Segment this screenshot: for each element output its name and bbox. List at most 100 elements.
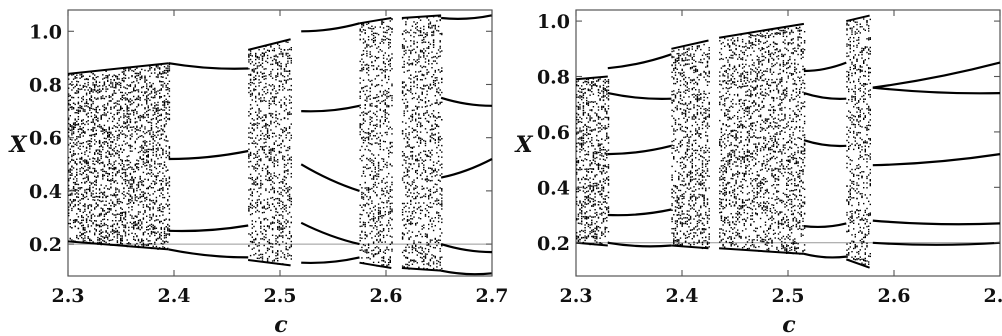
band-point	[131, 133, 133, 135]
band-point	[100, 118, 102, 120]
band-point	[157, 219, 159, 221]
band-point	[157, 163, 159, 165]
band-point	[282, 129, 284, 131]
band-point	[133, 168, 135, 171]
band-point	[428, 223, 430, 226]
band-point	[82, 142, 84, 144]
band-point	[415, 202, 417, 204]
band-point	[129, 121, 132, 124]
band-point	[89, 185, 91, 187]
band-point	[361, 175, 363, 177]
band-point	[90, 88, 93, 90]
band-point	[288, 158, 291, 161]
band-point	[139, 224, 141, 226]
band-point	[118, 89, 120, 91]
band-point	[162, 214, 164, 216]
band-point	[136, 216, 138, 218]
band-point	[263, 48, 265, 50]
band-point	[421, 257, 423, 259]
band-point	[157, 175, 159, 177]
band-point	[92, 167, 94, 170]
band-point	[401, 164, 404, 166]
band-point	[265, 82, 267, 85]
band-point	[256, 233, 259, 236]
band-point	[405, 246, 407, 249]
band-point	[377, 143, 380, 145]
band-point	[410, 184, 412, 187]
band-point	[157, 65, 159, 67]
band-point	[137, 82, 140, 84]
band-point	[359, 114, 361, 117]
band-point	[133, 81, 135, 83]
band-point	[251, 165, 253, 167]
band-point	[411, 62, 414, 65]
band-point	[136, 67, 138, 69]
band-point	[81, 216, 83, 218]
band-point	[401, 265, 404, 267]
band-point	[426, 71, 428, 74]
band-point	[162, 246, 164, 248]
band-point	[142, 218, 145, 220]
band-point	[68, 194, 70, 196]
band-point	[288, 211, 291, 214]
band-point	[429, 193, 432, 196]
band-point	[406, 105, 409, 107]
band-point	[263, 55, 265, 57]
band-point	[84, 160, 86, 162]
band-point	[251, 124, 253, 126]
band-point	[87, 140, 89, 142]
band-point	[142, 195, 145, 197]
band-point	[118, 213, 120, 215]
band-point	[123, 166, 125, 168]
band-point	[71, 169, 73, 171]
band-point	[288, 95, 291, 97]
band-point	[361, 31, 363, 33]
band-point	[366, 23, 368, 25]
band-point	[81, 158, 83, 160]
band-point	[137, 96, 140, 98]
band-point	[270, 121, 272, 123]
band-point	[372, 219, 375, 221]
band-point	[165, 67, 167, 69]
band-point	[129, 161, 132, 164]
band-point	[136, 159, 138, 161]
band-point	[361, 237, 363, 239]
band-point	[155, 148, 158, 150]
band-point	[436, 198, 438, 200]
band-point	[283, 102, 286, 104]
band-point	[107, 111, 109, 113]
band-point	[278, 199, 281, 202]
band-point	[367, 221, 370, 224]
band-point	[71, 139, 73, 141]
band-point	[87, 161, 89, 163]
band-point	[121, 167, 123, 169]
band-point	[68, 188, 70, 190]
band-point	[288, 146, 291, 148]
band-point	[144, 210, 146, 212]
band-point	[94, 97, 96, 99]
band-point	[116, 134, 119, 137]
band-point	[136, 163, 138, 165]
band-point	[95, 206, 97, 208]
band-point	[258, 195, 260, 197]
band-point	[121, 99, 123, 101]
band-point	[124, 226, 127, 228]
band-point	[131, 179, 133, 182]
band-point	[381, 84, 383, 87]
band-point	[77, 227, 80, 230]
band-point	[87, 188, 89, 191]
band-point	[405, 160, 407, 162]
band-point	[403, 71, 405, 73]
band-point	[278, 198, 281, 200]
band-point	[423, 263, 425, 266]
band-point	[159, 208, 161, 211]
band-point	[134, 164, 136, 167]
band-point	[110, 239, 112, 241]
band-point	[268, 158, 270, 160]
band-point	[431, 254, 433, 256]
band-point	[388, 197, 390, 199]
band-point	[121, 125, 123, 127]
band-point	[82, 167, 84, 170]
band-point	[403, 112, 405, 114]
band-point	[386, 29, 388, 32]
